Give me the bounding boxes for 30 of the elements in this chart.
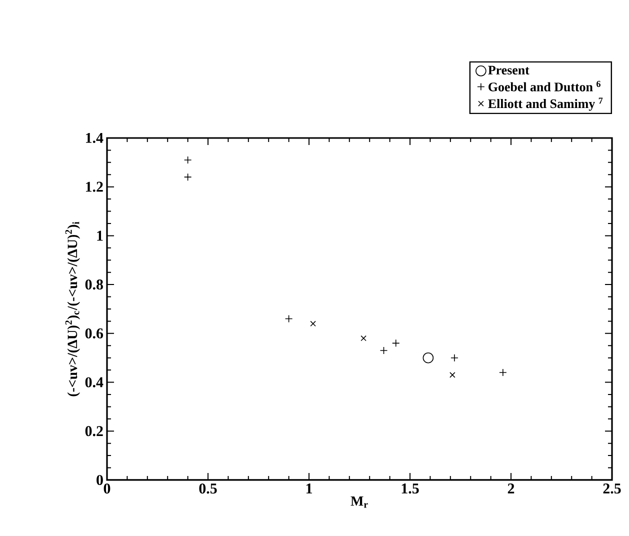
x-tick-label: 2.5 <box>603 484 621 494</box>
y-tick-label: 1 <box>97 230 103 241</box>
x-tick-label: 1 <box>306 484 312 494</box>
y-tick-label: 0 <box>96 474 103 486</box>
y-axis-title: (-<uv>/(ΔU)$^{2}$)$_{c}$/(-<uv>/(ΔU)$^{2}$)$_{i}$ <box>65 222 80 396</box>
legend-label: Elliott and Samimy $^{7}$ <box>488 98 603 111</box>
x-tick-label: 2 <box>508 484 514 494</box>
y-tick-label: 0.4 <box>85 377 104 388</box>
point <box>380 346 388 354</box>
x-tick-label: 0.5 <box>199 484 217 494</box>
point <box>422 352 434 364</box>
legend-label: Present <box>488 66 530 75</box>
point <box>392 339 400 348</box>
y-tick-label: 0.8 <box>85 279 103 290</box>
point <box>450 354 458 362</box>
y-tick-label: 1.4 <box>86 132 104 144</box>
point <box>184 156 192 164</box>
y-tick-label: 0.2 <box>85 426 103 436</box>
legend-label: Goebel and Dutton $^{6}$ <box>488 80 600 92</box>
y-tick-label: 1.2 <box>86 182 103 192</box>
x-tick-label: 1.5 <box>402 484 419 494</box>
x-axis-title: M$_{r}$ <box>350 496 368 508</box>
point <box>310 320 316 327</box>
point <box>360 335 366 342</box>
point <box>450 372 456 378</box>
point <box>499 368 507 376</box>
x-tick-label: 0 <box>104 484 110 494</box>
point <box>184 173 192 181</box>
y-tick-label: 0.6 <box>85 328 104 338</box>
point <box>284 314 293 323</box>
